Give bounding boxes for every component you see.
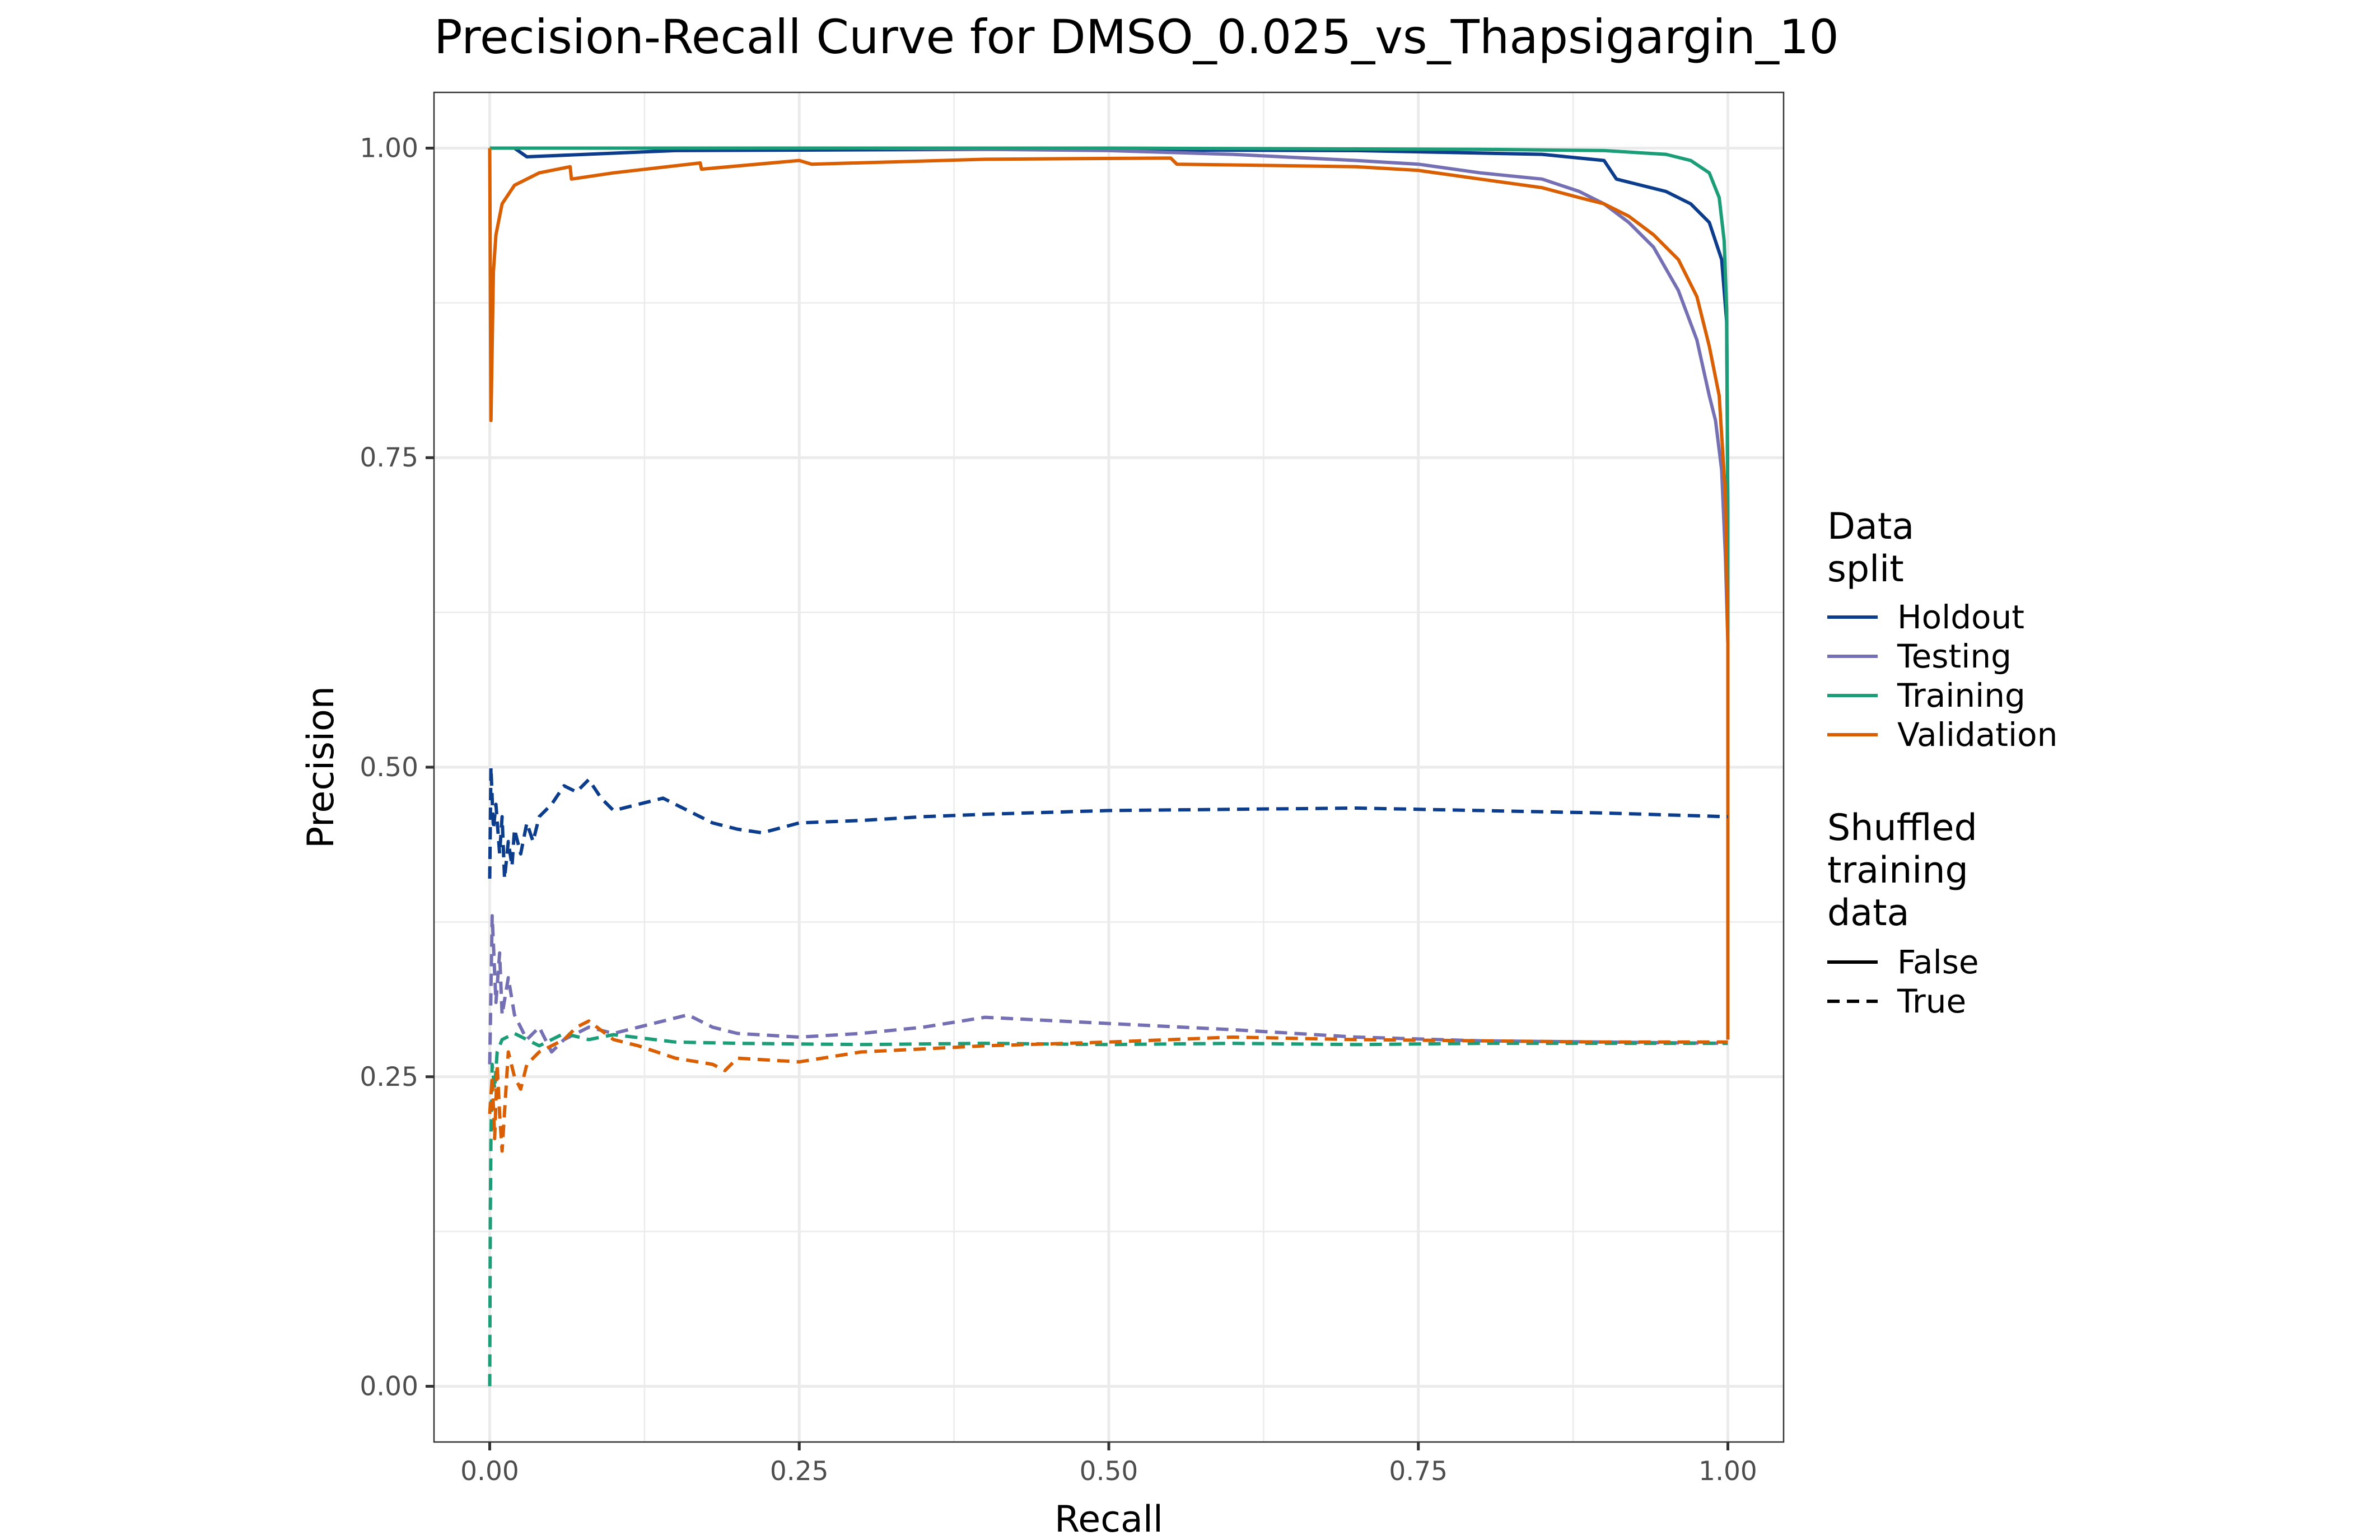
y-tick-label: 0.50 (360, 752, 418, 783)
series-training-unshuffled-line (489, 146, 1730, 706)
series-validation-shuffled-line (488, 1019, 1728, 1153)
legend-label-testing: Testing (1897, 637, 2012, 675)
legend-linetype-title: training (1827, 850, 1968, 892)
y-tick-label: 0.75 (360, 442, 418, 473)
x-tick-label: 0.75 (1389, 1456, 1448, 1487)
series-holdout-shuffled-line (488, 766, 1728, 880)
legend-label-holdout: Holdout (1897, 598, 2024, 636)
series-validation-unshuffled-line (488, 148, 1730, 1040)
series-layer (488, 146, 1730, 1387)
y-tick-label: 0.25 (360, 1062, 418, 1093)
y-axis: 0.00 0.25 0.50 0.75 1.00 (360, 133, 434, 1402)
x-tick-label: 0.00 (460, 1456, 519, 1487)
x-tick-label: 0.50 (1080, 1456, 1138, 1487)
y-axis-title: Precision (300, 686, 342, 848)
plot-panel (433, 91, 1785, 1443)
y-tick-label: 1.00 (360, 133, 418, 164)
x-tick-label: 0.25 (770, 1456, 829, 1487)
legend-label-validation: Validation (1897, 716, 2057, 754)
legend-label-true: True (1897, 982, 1966, 1020)
legend-color-title: Data (1827, 506, 1914, 548)
legend-color-title: split (1827, 548, 1904, 590)
series-holdout-unshuffled-line (489, 146, 1730, 1040)
x-axis: 0.00 0.25 0.50 0.75 1.00 (460, 1442, 1757, 1487)
legend-linetype-title: Shuffled (1827, 807, 1977, 849)
legend-label-training: Training (1897, 676, 2026, 715)
x-tick-label: 1.00 (1698, 1456, 1757, 1487)
chart-title: Precision-Recall Curve for DMSO_0.025_vs… (434, 10, 1839, 64)
y-tick-label: 0.00 (360, 1371, 418, 1402)
legend-label-false: False (1897, 943, 1979, 981)
legend-linetype-title: data (1827, 892, 1909, 934)
x-axis-title: Recall (1054, 1499, 1163, 1540)
